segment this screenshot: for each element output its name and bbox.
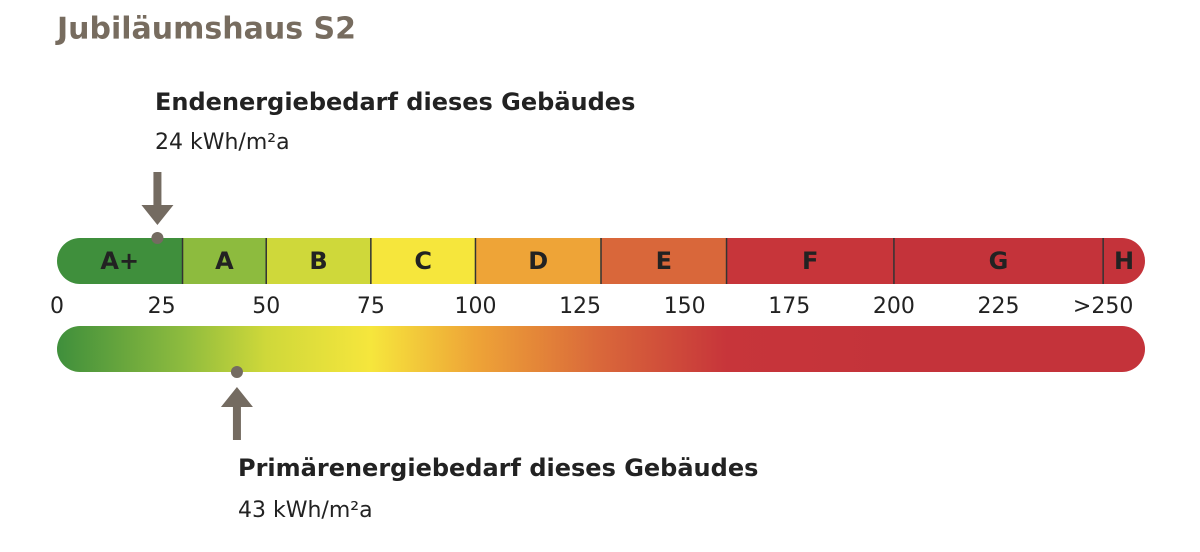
class-label: G	[989, 247, 1009, 275]
marker-arrow	[220, 387, 253, 440]
x-tick-label: >250	[1073, 294, 1133, 319]
class-label: E	[656, 247, 672, 275]
x-tick-label: 175	[768, 294, 810, 319]
gradient-bar	[57, 326, 1145, 372]
marker-dot	[230, 366, 243, 378]
class-segment	[1103, 238, 1145, 284]
x-tick-label: 225	[978, 294, 1020, 319]
class-segment	[475, 238, 601, 284]
class-bar	[57, 238, 1145, 284]
class-label: B	[309, 247, 327, 275]
marker-dot	[151, 232, 164, 244]
class-label: F	[802, 247, 818, 275]
class-label: D	[528, 247, 548, 275]
x-tick-label: 100	[454, 294, 496, 319]
marker-value: 24 kWh/m²a	[155, 130, 290, 155]
x-tick-label: 0	[50, 294, 64, 319]
marker-value: 43 kWh/m²a	[238, 498, 373, 523]
class-segment	[182, 238, 267, 284]
class-label: A+	[100, 247, 139, 275]
class-label: H	[1114, 247, 1134, 275]
marker-label: Endenergiebedarf dieses Gebäudes	[155, 88, 635, 116]
class-label: A	[215, 247, 234, 275]
x-tick-label: 200	[873, 294, 915, 319]
x-tick-label: 75	[357, 294, 385, 319]
class-segment	[57, 238, 183, 284]
x-tick-label: 25	[148, 294, 176, 319]
page-title: Jubiläumshaus S2	[55, 12, 356, 47]
marker-arrow	[141, 172, 174, 225]
marker-label: Primärenergiebedarf dieses Gebäudes	[238, 454, 758, 482]
class-segment	[601, 238, 727, 284]
x-tick-label: 50	[252, 294, 280, 319]
class-segment	[370, 238, 476, 284]
x-tick-label: 150	[664, 294, 706, 319]
class-segment	[893, 238, 1104, 284]
class-segment	[726, 238, 894, 284]
class-segment	[266, 238, 371, 284]
x-tick-label: 125	[559, 294, 601, 319]
class-label: C	[414, 247, 432, 275]
